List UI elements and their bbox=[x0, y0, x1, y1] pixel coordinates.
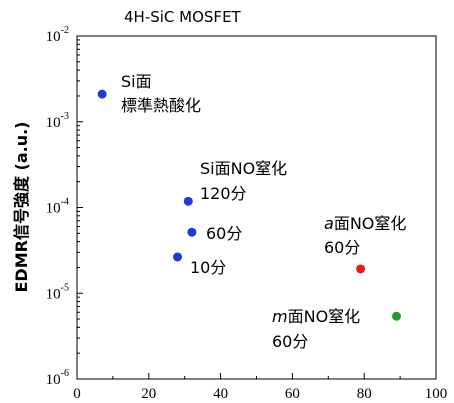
y-tick-label: 10-2 bbox=[46, 25, 69, 45]
x-tick-label: 100 bbox=[425, 386, 448, 402]
annotation-line: 標準熱酸化 bbox=[121, 96, 201, 115]
x-tick-label: 80 bbox=[357, 386, 372, 402]
data-point bbox=[173, 252, 183, 262]
annotation-line: 60分 bbox=[272, 332, 308, 351]
chart-title: 4H-SiC MOSFET bbox=[124, 8, 242, 26]
data-point bbox=[356, 264, 366, 274]
data-point bbox=[183, 196, 193, 206]
annotation-italic: m bbox=[272, 307, 288, 326]
x-axis: 0 20 40 60 80 100 bbox=[73, 373, 447, 402]
annotation-line: 面NO窒化 bbox=[334, 214, 407, 233]
y-tick-label: 10-3 bbox=[46, 111, 69, 131]
y-tick-label: 10-6 bbox=[46, 368, 69, 388]
annotation-line: 120分 bbox=[200, 184, 247, 203]
annotation-a-face: a面NO窒化 60分 bbox=[324, 214, 411, 257]
annotation-si-no: Si面NO窒化 120分 bbox=[200, 159, 292, 203]
x-tick-label: 20 bbox=[141, 386, 156, 402]
y-tick-label: 10-4 bbox=[46, 197, 69, 217]
annotation-60min: 60分 bbox=[206, 224, 242, 243]
x-tick-label: 60 bbox=[285, 386, 300, 402]
y-axis: 10-6 10-5 10-4 10-3 10-2 bbox=[46, 25, 83, 388]
data-point bbox=[392, 311, 402, 321]
annotation-line: Si面 bbox=[121, 72, 152, 91]
data-point bbox=[97, 89, 107, 99]
data-point bbox=[187, 227, 197, 237]
annotation-italic: a bbox=[324, 214, 334, 233]
annotation-si-standard: Si面 標準熱酸化 bbox=[121, 72, 201, 115]
annotation-10min: 10分 bbox=[190, 258, 226, 277]
x-tick-label: 40 bbox=[213, 386, 228, 402]
annotation-line: Si面NO窒化 bbox=[200, 159, 287, 178]
annotation-line: 60分 bbox=[324, 238, 360, 257]
y-axis-label: EDMR信号強度 (a.u.) bbox=[12, 122, 31, 293]
annotation-m-face: m面NO窒化 60分 bbox=[272, 307, 365, 351]
y-tick-label: 10-5 bbox=[46, 282, 69, 302]
data-points bbox=[97, 89, 402, 321]
annotation-line: 面NO窒化 bbox=[288, 307, 361, 326]
x-tick-label: 0 bbox=[73, 386, 81, 402]
